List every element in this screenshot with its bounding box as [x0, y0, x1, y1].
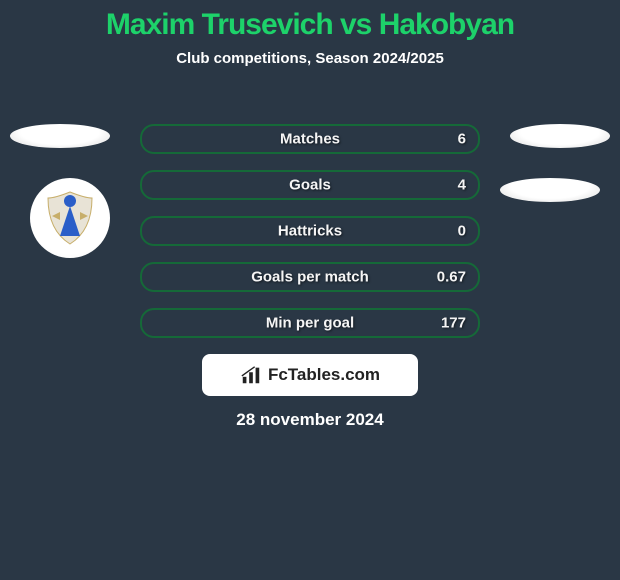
player-right-pill-2 [500, 178, 600, 202]
stat-value-right: 0.67 [437, 269, 466, 286]
stat-row-min-per-goal: Min per goal 177 [140, 308, 480, 338]
stat-value-right: 0 [458, 223, 466, 240]
date-text: 28 november 2024 [0, 410, 620, 430]
player-right-pill-1 [510, 124, 610, 148]
stat-row-matches: Matches 6 [140, 124, 480, 154]
bar-chart-icon [240, 364, 262, 386]
stat-label: Hattricks [278, 223, 342, 240]
brand-badge[interactable]: FcTables.com [202, 354, 418, 396]
player-left-pill [10, 124, 110, 148]
subtitle: Club competitions, Season 2024/2025 [0, 50, 620, 67]
stat-row-goals-per-match: Goals per match 0.67 [140, 262, 480, 292]
crest-icon [38, 186, 102, 250]
stat-value-right: 177 [441, 315, 466, 332]
stat-value-right: 4 [458, 177, 466, 194]
stat-row-goals: Goals 4 [140, 170, 480, 200]
stats-panel: Matches 6 Goals 4 Hattricks 0 Goals per match 0… [140, 124, 480, 354]
stat-row-hattricks: Hattricks 0 [140, 216, 480, 246]
stat-label: Matches [280, 131, 340, 148]
brand-text: FcTables.com [268, 365, 380, 385]
club-crest-left [30, 178, 110, 258]
stat-label: Min per goal [266, 315, 354, 332]
page-title: Maxim Trusevich vs Hakobyan [0, 0, 620, 42]
stat-label: Goals [289, 177, 331, 194]
stat-value-right: 6 [458, 131, 466, 148]
stat-label: Goals per match [251, 269, 369, 286]
